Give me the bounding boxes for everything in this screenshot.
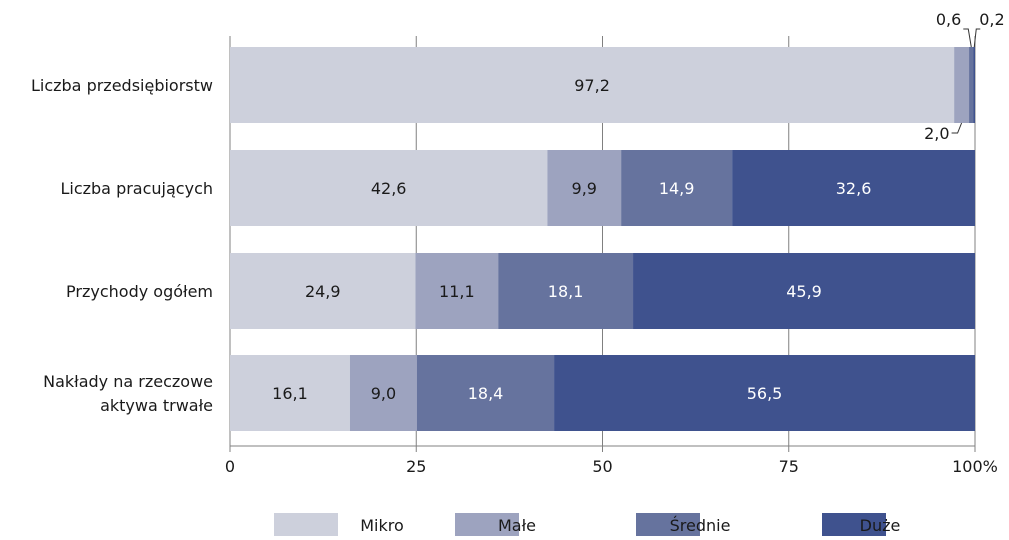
- callout-leader: [963, 28, 972, 48]
- category-label: aktywa trwałe: [100, 396, 213, 415]
- bar-segment: [415, 253, 499, 329]
- bar-segment: [554, 355, 975, 431]
- data-label: 14,9: [659, 179, 695, 198]
- legend-swatch: [455, 513, 519, 536]
- bar-segment: [230, 150, 548, 226]
- callout-leader: [951, 122, 963, 134]
- bar-segment: [498, 253, 634, 329]
- callout-leader: [973, 28, 981, 48]
- bar-segment: [416, 355, 555, 431]
- bar-segment: [973, 47, 975, 123]
- x-tick-label: 0: [225, 457, 235, 476]
- category-label: Przychody ogółem: [66, 282, 213, 301]
- x-tick-label: 100%: [952, 457, 998, 476]
- bar-segment: [349, 355, 417, 431]
- labels-layer: 97,2 Liczba przedsiębiorstw 42,6 9,9 14,9 32,…: [31, 10, 1005, 415]
- axis-layer: 0 25 50 75 100%: [225, 445, 998, 476]
- bar-segment: [230, 355, 350, 431]
- bar-segment: [633, 253, 975, 329]
- legend-label: Mikro: [360, 516, 404, 535]
- bar-segment: [230, 47, 955, 123]
- bar-segment: [954, 47, 970, 123]
- data-label: 9,0: [371, 384, 396, 403]
- data-label: 45,9: [786, 282, 822, 301]
- data-label: 18,4: [468, 384, 504, 403]
- x-tick-label: 25: [406, 457, 426, 476]
- bar-segment: [621, 150, 733, 226]
- legend-swatch: [636, 513, 700, 536]
- data-label: 11,1: [439, 282, 475, 301]
- x-tick-label: 75: [779, 457, 799, 476]
- callout-label: 0,6: [936, 10, 961, 29]
- data-label: 18,1: [548, 282, 584, 301]
- callout-label: 0,2: [979, 10, 1004, 29]
- bar-segment: [230, 253, 416, 329]
- x-tick-label: 50: [592, 457, 612, 476]
- data-label: 9,9: [572, 179, 597, 198]
- bar-segment: [547, 150, 622, 226]
- legend-label: Małe: [498, 516, 536, 535]
- category-label: Nakłady na rzeczowe: [43, 372, 213, 391]
- legend-label: Średnie: [670, 516, 731, 535]
- data-label: 42,6: [371, 179, 407, 198]
- legend-label: Duże: [860, 516, 901, 535]
- data-label: 24,9: [305, 282, 341, 301]
- bar-segment: [969, 47, 974, 123]
- data-label: 16,1: [272, 384, 308, 403]
- data-label: 97,2: [574, 76, 610, 95]
- data-label: 56,5: [747, 384, 783, 403]
- bars-layer: [230, 47, 975, 431]
- data-label: 32,6: [836, 179, 872, 198]
- callout-label: 2,0: [924, 124, 949, 143]
- legend: Mikro Małe Średnie Duże: [274, 513, 900, 536]
- legend-swatch: [822, 513, 886, 536]
- legend-swatch: [274, 513, 338, 536]
- category-label: Liczba przedsiębiorstw: [31, 76, 213, 95]
- category-label: Liczba pracujących: [60, 179, 213, 198]
- bar-segment: [732, 150, 975, 226]
